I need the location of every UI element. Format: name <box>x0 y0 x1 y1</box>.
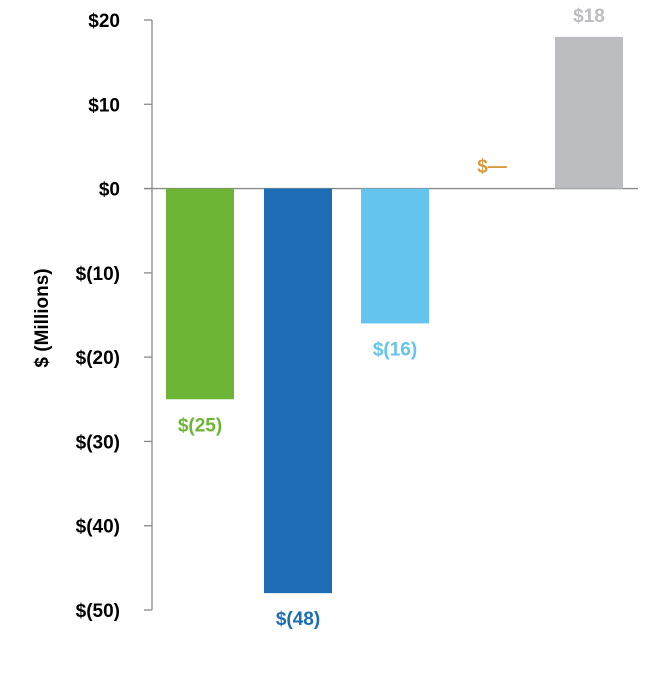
y-tick-label: $(50) <box>76 601 120 622</box>
bars <box>166 36 623 594</box>
bar-1 <box>166 188 234 400</box>
y-tick-label: $(10) <box>76 264 120 285</box>
y-tick-label: $0 <box>99 180 120 201</box>
y-tick-label: $(40) <box>76 517 120 538</box>
bar-1-label: $(25) <box>178 415 222 436</box>
bar-5-label: $18 <box>573 6 605 27</box>
y-tick-label: $(30) <box>76 432 120 453</box>
data-labels: $(25) $(48) $(16) $— $18 <box>178 6 605 630</box>
y-axis-label: $ (Millions) <box>32 268 53 367</box>
y-tick-label: $(20) <box>76 348 120 369</box>
bar-2-label: $(48) <box>276 609 320 630</box>
bar-5 <box>555 36 623 189</box>
bar-4-label: $— <box>477 157 507 178</box>
y-tick-label: $20 <box>88 11 120 32</box>
bar-3-label: $(16) <box>373 339 417 360</box>
bar-2 <box>264 188 332 594</box>
bar-3 <box>361 188 429 324</box>
y-axis-ticks: $20 $10 $0 $(10) $(20) $(30) $(40) $(50) <box>76 11 152 622</box>
y-tick-label: $10 <box>88 95 120 116</box>
